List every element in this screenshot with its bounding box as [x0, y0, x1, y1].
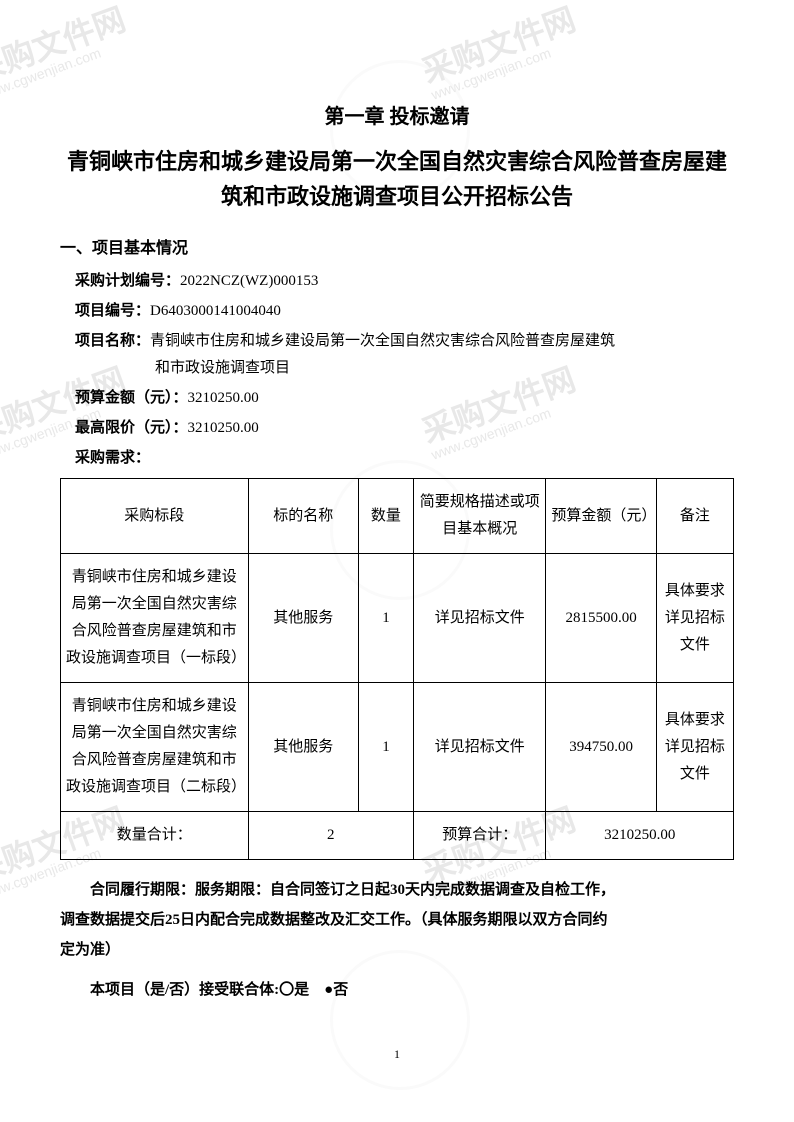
qty-total-label: 数量合计： [61, 812, 249, 860]
qty-total-value: 2 [248, 812, 413, 860]
budget-total-label: 预算合计： [414, 812, 546, 860]
cell-budget: 394750.00 [546, 683, 656, 812]
section-title: 一、项目基本情况 [60, 234, 734, 258]
watermark-url: www.cgwenjian.com [429, 33, 585, 103]
maxprice-label: 最高限价（元）： [75, 420, 188, 436]
main-title: 青铜峡市住房和城乡建设局第一次全国自然灾害综合风险普查房屋建筑和市政设施调查项目… [60, 144, 734, 214]
table-row: 青铜峡市住房和城乡建设局第一次全国自然灾害综合风险普查房屋建筑和市政设施调查项目… [61, 683, 734, 812]
chapter-title: 第一章 投标邀请 [60, 100, 734, 129]
contract-text: 调查数据提交后25日内配合完成数据整改及汇交工作。（具体服务期限以双方合同约 [60, 905, 734, 935]
project-name-label: 项目名称： [75, 333, 150, 349]
cell-budget: 2815500.00 [546, 554, 656, 683]
table-header: 数量 [358, 479, 413, 554]
budget-total-value: 3210250.00 [546, 812, 734, 860]
cell-qty: 1 [358, 683, 413, 812]
maxprice-value: 3210250.00 [188, 420, 259, 436]
contract-text: 合同履行期限：服务期限：自合同签订之日起30天内完成数据调查及自检工作， [60, 875, 734, 905]
project-no-label: 项目编号： [75, 303, 150, 319]
table-footer-row: 数量合计： 2 预算合计： 3210250.00 [61, 812, 734, 860]
plan-no-value: 2022NCZ(WZ)000153 [180, 273, 318, 289]
watermark-text: 采购文件网 [0, 1, 130, 90]
cell-qty: 1 [358, 554, 413, 683]
contract-text: 定为准） [60, 935, 734, 965]
cell-remark: 具体要求详见招标文件 [656, 683, 733, 812]
project-no-value: D6403000141004040 [150, 303, 281, 319]
table-header: 简要规格描述或项目基本概况 [414, 479, 546, 554]
page-number: 1 [394, 1047, 400, 1062]
project-name-value-2: 和市政设施调查项目 [60, 353, 734, 383]
cell-name: 其他服务 [248, 554, 358, 683]
table-header: 标的名称 [248, 479, 358, 554]
table-row: 青铜峡市住房和城乡建设局第一次全国自然灾害综合风险普查房屋建筑和市政设施调查项目… [61, 554, 734, 683]
watermark-url: www.cgwenjian.com [0, 33, 135, 103]
watermark-text: 采购文件网 [417, 1, 580, 90]
budget-label: 预算金额（元）： [75, 390, 188, 406]
cell-spec: 详见招标文件 [414, 683, 546, 812]
plan-no-label: 采购计划编号： [75, 273, 180, 289]
cell-section: 青铜峡市住房和城乡建设局第一次全国自然灾害综合风险普查房屋建筑和市政设施调查项目… [61, 683, 249, 812]
table-header: 预算金额（元） [546, 479, 656, 554]
table-header: 采购标段 [61, 479, 249, 554]
project-name-value: 青铜峡市住房和城乡建设局第一次全国自然灾害综合风险普查房屋建筑 [150, 333, 615, 349]
requirement-label: 采购需求： [75, 450, 150, 466]
table-header: 备注 [656, 479, 733, 554]
budget-value: 3210250.00 [188, 390, 259, 406]
procurement-table: 采购标段 标的名称 数量 简要规格描述或项目基本概况 预算金额（元） 备注 青铜… [60, 478, 734, 860]
cell-name: 其他服务 [248, 683, 358, 812]
cell-section: 青铜峡市住房和城乡建设局第一次全国自然灾害综合风险普查房屋建筑和市政设施调查项目… [61, 554, 249, 683]
cell-spec: 详见招标文件 [414, 554, 546, 683]
cell-remark: 具体要求详见招标文件 [656, 554, 733, 683]
consortium-text: 本项目（是/否）接受联合体:〇是 ●否 [60, 975, 734, 1005]
